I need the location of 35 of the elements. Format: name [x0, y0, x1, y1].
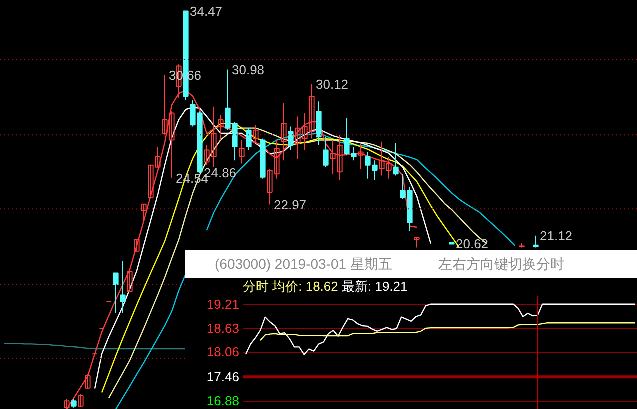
- candlestick: [127, 271, 133, 292]
- annotation: 分时 均价: 18.62: [243, 279, 338, 294]
- candlestick: [134, 238, 140, 252]
- text: 34.47: [190, 4, 223, 19]
- candlestick: [113, 272, 119, 314]
- y-tick-label: 17.46: [206, 370, 240, 385]
- candlestick: [246, 128, 252, 151]
- y-tick-label: 19.21: [206, 296, 240, 312]
- candlestick: [120, 260, 126, 314]
- chart-title: (603000) 2019-03-01 星期五: [215, 256, 392, 272]
- candlestick: [239, 140, 245, 164]
- y-tick-label: 16.88: [206, 394, 240, 409]
- candlestick: [414, 237, 420, 248]
- annotation: 最新: 19.21: [342, 279, 408, 294]
- line-series: [260, 322, 636, 342]
- candlestick: [218, 114, 224, 141]
- candlestick: [253, 124, 259, 144]
- candlestick: [533, 235, 539, 248]
- text: 22.97: [274, 197, 307, 212]
- text: 20.62: [456, 236, 489, 252]
- candlestick: [393, 142, 399, 176]
- candlestick: [141, 204, 147, 222]
- candlestick: [358, 142, 364, 170]
- candlestick: [281, 102, 287, 162]
- text: 30.98: [232, 62, 265, 78]
- candlestick: [288, 126, 294, 151]
- text: 21.12: [540, 228, 573, 244]
- candlestick: [78, 394, 84, 408]
- chart-subtitle: 左右方向键切换分时: [438, 256, 564, 272]
- text: 30.12: [316, 77, 349, 92]
- y-tick-label: 18.06: [206, 344, 240, 360]
- line-series: [245, 304, 636, 356]
- y-tick-label: 18.63: [206, 320, 240, 336]
- candlestick: [323, 136, 329, 168]
- candlestick: [85, 374, 91, 390]
